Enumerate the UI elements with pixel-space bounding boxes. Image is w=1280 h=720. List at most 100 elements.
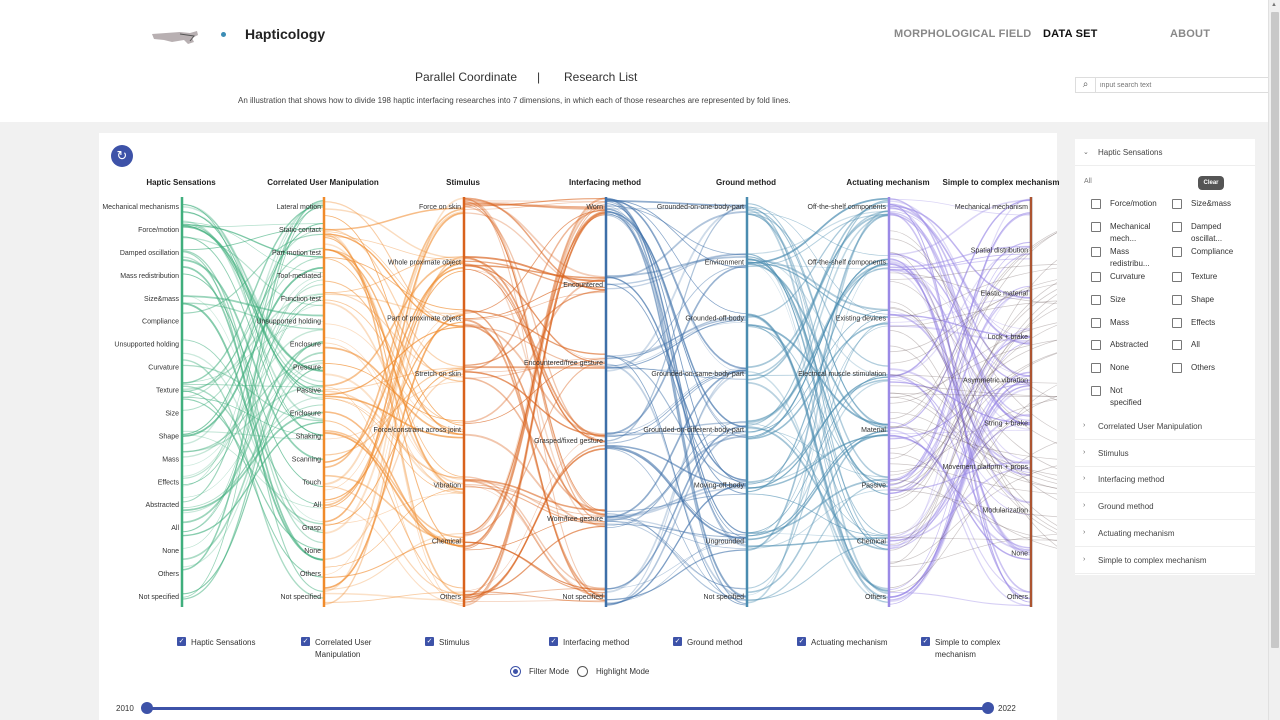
hand-logo-icon[interactable] (150, 26, 200, 48)
checkbox-label[interactable]: Correlated User Manipulation (315, 637, 371, 661)
axis-title-7[interactable]: Simple to complex mechanism (942, 178, 1060, 187)
search-icon[interactable]: ⌕ (1076, 78, 1096, 92)
year-range-track[interactable] (147, 707, 989, 710)
axis-tick-label[interactable]: Movement platform + props (943, 464, 1029, 471)
axis-tick-label[interactable]: Mass (162, 456, 179, 463)
clear-button[interactable]: Clear (1198, 176, 1224, 190)
checkbox[interactable] (1091, 386, 1101, 396)
axis-tick-label[interactable]: Static contact (279, 227, 321, 234)
axis-tick-label[interactable]: Others (1007, 594, 1029, 601)
axis-tick-label[interactable]: Passive (296, 388, 321, 395)
axis-tick-label[interactable]: Pressure (293, 365, 321, 372)
axis-tick-label[interactable]: Others (158, 571, 180, 578)
filter-section-haptic-sensations[interactable]: ⌄ Haptic Sensations (1075, 139, 1255, 166)
axis-tick-label[interactable]: Mechanical mechanism (955, 204, 1028, 211)
axis-tick-label[interactable]: Not specified (139, 594, 180, 601)
axis-tick-label[interactable]: Unsupported holding (114, 342, 179, 349)
axis-tick-label[interactable]: Moving-off-body (694, 483, 745, 490)
tab-research-list[interactable]: Research List (564, 70, 638, 84)
checkbox-label[interactable]: Interfacing method (563, 637, 629, 649)
axis-tick-label[interactable]: Vibration (433, 483, 461, 490)
axis-tick-label[interactable]: Others (300, 571, 322, 578)
axis-tick-label[interactable]: Size&mass (144, 296, 180, 303)
axis-tick-label[interactable]: Not specified (281, 594, 322, 601)
axis-tick-label[interactable]: Environment (705, 260, 744, 267)
checkmark-icon[interactable]: ✓ (921, 637, 930, 646)
checkbox[interactable] (1172, 295, 1182, 305)
checkbox[interactable] (1172, 363, 1182, 373)
checkbox[interactable] (1172, 247, 1182, 257)
axis-tick-label[interactable]: Unsupported holding (256, 319, 321, 326)
search-input[interactable] (1100, 79, 1265, 91)
axis-tick-label[interactable]: Not specified (704, 594, 745, 601)
axis-tick-label[interactable]: Enclosure (290, 410, 321, 417)
axis-tick-label[interactable]: Off-the-shelf components (808, 204, 887, 211)
filter-section[interactable]: › Simple to complex mechanism (1075, 547, 1255, 574)
axis-title-1[interactable]: Haptic Sensations (146, 178, 216, 187)
filter-section[interactable]: › Interfacing method (1075, 466, 1255, 494)
checkmark-icon[interactable]: ✓ (549, 637, 558, 646)
axis-title-6[interactable]: Actuating mechanism (846, 178, 930, 187)
axis-tick-label[interactable]: Texture (156, 388, 179, 395)
axis-tick-label[interactable]: Modularization (982, 507, 1028, 514)
checkbox[interactable] (1091, 340, 1101, 350)
axis-tick-label[interactable]: Worn (586, 204, 603, 211)
axis-tick-label[interactable]: Force/motion (138, 227, 179, 234)
axis-tick-label[interactable]: Lock + brake (988, 334, 1028, 341)
axis-tick-label[interactable]: Lateral motion (277, 204, 321, 211)
axis-tick-label[interactable]: Electrical muscle stimulation (798, 371, 886, 378)
axis-tick-label[interactable]: Grounded-on-one-body-part (657, 204, 744, 211)
axis-tick-label[interactable]: Not specified (563, 594, 604, 601)
axis-tick-label[interactable]: None (304, 548, 321, 555)
axis-tick-label[interactable]: Shaking (296, 433, 321, 440)
axis-tick-label[interactable]: Chemical (857, 538, 887, 545)
axis-tick-label[interactable]: Scanning (292, 456, 321, 463)
refresh-icon[interactable]: ↻ (111, 145, 133, 167)
checkmark-icon[interactable]: ✓ (797, 637, 806, 646)
axis-tick-label[interactable]: Grasped/fixed gesture (534, 438, 603, 445)
checkmark-icon[interactable]: ✓ (425, 637, 434, 646)
axis-tick-label[interactable]: None (1011, 551, 1028, 558)
axis-title-2[interactable]: Correlated User Manipulation (267, 178, 379, 187)
checkbox[interactable] (1091, 318, 1101, 328)
brand-title[interactable]: Hapticology (245, 26, 326, 42)
year-start-handle[interactable] (141, 702, 153, 714)
axis-tick-label[interactable]: Size (165, 410, 179, 417)
axis-tick-label[interactable]: Stretch on skin (415, 371, 461, 378)
axis-tick-label[interactable]: None (162, 548, 179, 555)
axis-tick-label[interactable]: Ungrounded (705, 538, 744, 545)
checkbox[interactable] (1172, 199, 1182, 209)
checkbox[interactable] (1091, 363, 1101, 373)
nav-morphological-field[interactable]: MORPHOLOGICAL FIELD (894, 28, 1032, 40)
checkbox[interactable] (1091, 295, 1101, 305)
axis-tick-label[interactable]: Worn/free gesture (547, 516, 603, 523)
checkbox[interactable] (1172, 340, 1182, 350)
checkbox[interactable] (1172, 272, 1182, 282)
axis-tick-label[interactable]: Encountered/free gesture (524, 360, 603, 367)
axis-tick-label[interactable]: Chemical (432, 538, 462, 545)
checkbox[interactable] (1172, 222, 1182, 232)
axis-tick-label[interactable]: Others (440, 594, 462, 601)
checkbox[interactable] (1091, 272, 1101, 282)
page-scrollbar[interactable]: ▲ (1268, 0, 1280, 720)
axis-tick-label[interactable]: Others (865, 594, 887, 601)
axis-tick-label[interactable]: All (171, 525, 179, 532)
axis-tick-label[interactable]: Existing devices (836, 315, 887, 322)
filter-section[interactable]: › Stimulus (1075, 440, 1255, 467)
filter-mode-label[interactable]: Filter Mode (529, 667, 570, 676)
checkbox[interactable] (1091, 222, 1101, 232)
axis-tick-label[interactable]: Elastic material (981, 291, 1029, 298)
checkbox-label[interactable]: Stimulus (439, 637, 470, 649)
axis-tick-label[interactable]: String + brake (984, 421, 1028, 428)
axis-title-4[interactable]: Interfacing method (568, 178, 642, 187)
filter-section[interactable]: › Correlated User Manipulation (1075, 413, 1255, 440)
axis-tick-label[interactable]: Part of proximate object (387, 315, 461, 322)
axis-tick-label[interactable]: Grasp (302, 525, 321, 532)
checkbox-label[interactable]: Ground method (687, 637, 743, 649)
axis-tick-label[interactable]: Part motion test (272, 250, 321, 257)
axis-tick-label[interactable]: Grounded-on-different-body-part (643, 427, 744, 434)
scroll-thumb[interactable] (1271, 12, 1279, 648)
nav-data-set[interactable]: DATA SET (1043, 28, 1098, 40)
axis-tick-label[interactable]: Tool-mediated (277, 273, 321, 280)
checkmark-icon[interactable]: ✓ (301, 637, 310, 646)
